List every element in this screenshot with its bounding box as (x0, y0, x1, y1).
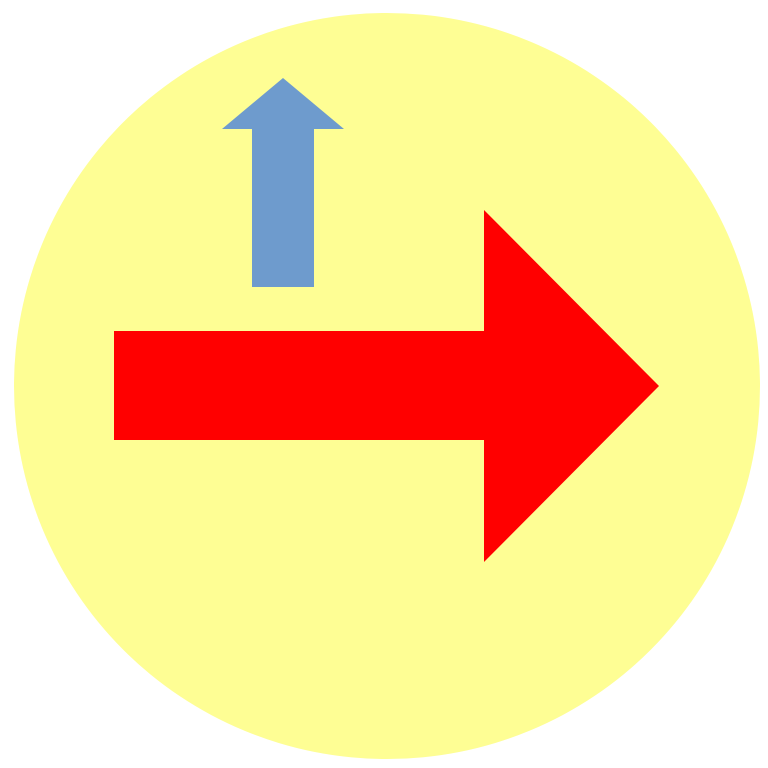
arrow-right-icon (114, 210, 659, 562)
arrow-up-icon (222, 78, 344, 287)
